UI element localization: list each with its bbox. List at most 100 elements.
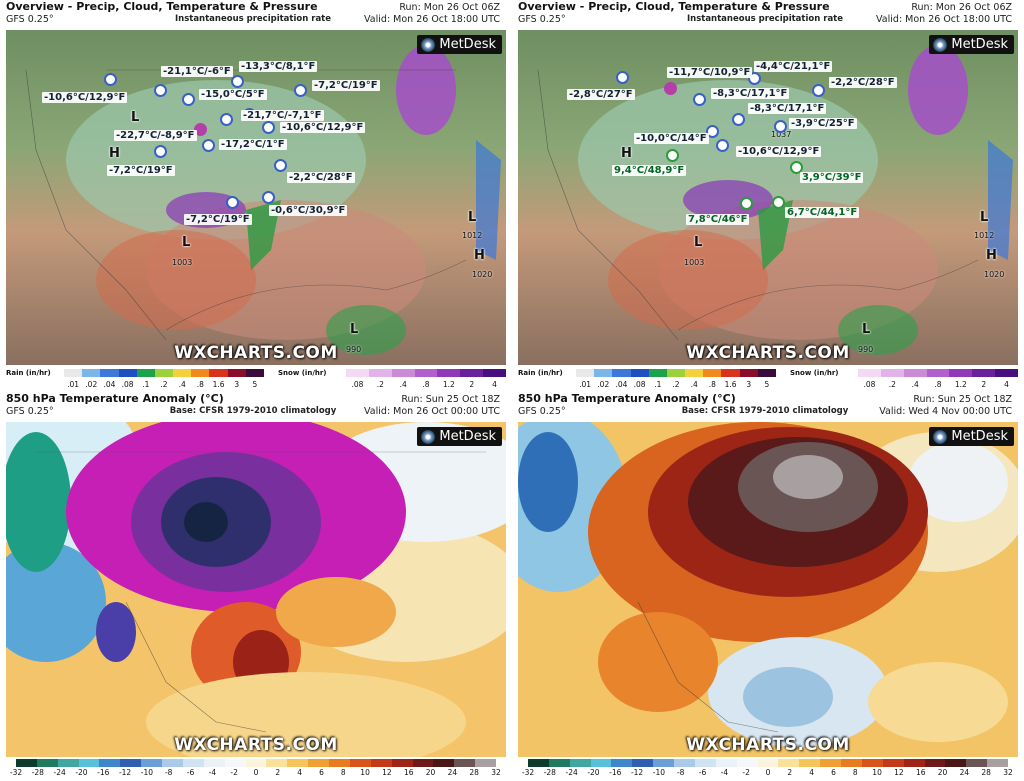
anomaly-tick-label: 32	[491, 768, 501, 777]
temperature-label: -22,7°C/-8,9°F	[114, 130, 197, 141]
rain-color-segment	[576, 369, 595, 377]
station-marker	[812, 84, 825, 97]
snow-tick-label: .4	[399, 380, 407, 389]
rain-color-segment	[594, 369, 613, 377]
anomaly-color-segment	[120, 759, 142, 767]
rain-tick-label: .01	[579, 380, 592, 389]
anomaly-color-segment	[757, 759, 779, 767]
temperature-label: -4,4°C/21,1°F	[754, 61, 833, 72]
snow-color-segment	[926, 369, 950, 377]
anomaly-tick-label: -32	[9, 768, 23, 777]
anomaly-tick-label: -24	[565, 768, 578, 777]
temperature-label: -10,0°C/14°F	[634, 133, 709, 144]
anomaly-color-segment	[78, 759, 100, 767]
run-label: Run: Mon 26 Oct 06Z	[911, 2, 1012, 13]
anomaly-color-segment	[653, 759, 675, 767]
run-label: Run: Sun 25 Oct 18Z	[913, 394, 1012, 405]
panel-precip-left: Overview - Precip, Cloud, Temperature & …	[0, 0, 506, 391]
anomaly-map-background	[518, 422, 1018, 757]
panel-subtitle: Instantaneous precipitation rate	[686, 14, 844, 24]
anomaly-color-segment	[141, 759, 163, 767]
rain-tick-label: .04	[615, 380, 628, 389]
pressure-low-symbol: L	[980, 210, 989, 225]
anomaly-tick-label: -8	[164, 768, 173, 777]
pressure-value: 1037	[771, 130, 792, 139]
anomaly-color-segment	[287, 759, 309, 767]
anomaly-tick-label: 16	[915, 768, 926, 777]
rain-color-segment	[685, 369, 704, 377]
rain-tick-label: .4	[690, 380, 698, 389]
anomaly-tick-label: -20	[587, 768, 600, 777]
anomaly-color-segment	[694, 759, 716, 767]
pressure-value: 1020	[472, 270, 493, 279]
anomaly-colorbar: -32 -28 -24 -20 -16 -12 -10 -8 -6 -4 -2 0 2 4 6 8 10 12 16…	[518, 758, 1018, 778]
valid-label: Valid: Mon 26 Oct 18:00 UTC	[876, 14, 1012, 25]
snow-tick-label: 4	[1004, 380, 1009, 389]
station-marker	[706, 125, 719, 138]
station-marker	[740, 197, 753, 210]
temperature-label: -21,1°C/-6°F	[161, 66, 233, 77]
metdesk-icon	[933, 429, 948, 444]
snow-color-segment	[995, 369, 1018, 377]
anomaly-color-segment	[861, 759, 883, 767]
run-label: Run: Sun 25 Oct 18Z	[401, 394, 500, 405]
precip-map: MetDesk WXCHARTS.COM L H L 1003 L 1012 H…	[6, 30, 506, 365]
anomaly-color-segment	[308, 759, 330, 767]
station-marker	[220, 113, 233, 126]
station-marker	[104, 73, 117, 86]
station-marker	[774, 120, 787, 133]
anomaly-tick-label: -28	[543, 768, 556, 777]
anomaly-tick-label: -12	[118, 768, 132, 777]
temperature-label: -0,6°C/30,9°F	[269, 205, 348, 216]
temperature-label: -3,9°C/25°F	[789, 118, 857, 129]
snow-color-segment	[346, 369, 369, 377]
anomaly-tick-label: 28	[469, 768, 479, 777]
station-marker	[294, 84, 307, 97]
metdesk-logo: MetDesk	[929, 35, 1014, 54]
rain-color-segment	[154, 369, 174, 377]
pressure-low-symbol: L	[694, 235, 703, 250]
anomaly-color-segment	[266, 759, 288, 767]
anomaly-color-segment	[820, 759, 842, 767]
anomaly-color-segment	[36, 759, 58, 767]
rain-color-segment	[648, 369, 667, 377]
station-marker	[693, 93, 706, 106]
rain-color-segment	[666, 369, 686, 377]
rain-color-segment	[173, 369, 192, 377]
snow-color-segment	[858, 369, 881, 377]
panel-title: Overview - Precip, Cloud, Temperature & …	[6, 0, 318, 13]
pressure-value: 990	[346, 345, 362, 354]
anomaly-tick-label: 2	[275, 768, 281, 777]
model-label: GFS 0.25°	[518, 406, 566, 417]
temperature-label: 3,9°C/39°F	[800, 172, 864, 183]
anomaly-color-segment	[778, 759, 800, 767]
temperature-label: -2,8°C/27°F	[567, 89, 635, 100]
anomaly-tick-label: 32	[1003, 768, 1013, 777]
snow-color-segment	[437, 369, 461, 377]
anomaly-map-background	[6, 422, 506, 757]
anomaly-color-segment	[945, 759, 967, 767]
anomaly-tick-label: -4	[720, 768, 729, 777]
snow-bar-label: Snow (in/hr)	[278, 369, 327, 377]
station-marker	[182, 93, 195, 106]
snow-tick-label: .8	[934, 380, 942, 389]
anomaly-color-segment	[245, 759, 267, 767]
metdesk-text: MetDesk	[439, 429, 496, 444]
precip-colorbar: Rain (in/hr) .01 .02 .04 .08 .1 .2 .4 .8 1.6 3 5 Sno…	[518, 367, 1018, 391]
station-marker	[716, 139, 729, 152]
anomaly-tick-label: -20	[75, 768, 88, 777]
snow-color-segment	[414, 369, 438, 377]
anomaly-tick-label: -16	[609, 768, 622, 777]
anomaly-color-segment	[391, 759, 413, 767]
panel-title: Overview - Precip, Cloud, Temperature & …	[518, 0, 830, 13]
snow-color-segment	[368, 369, 392, 377]
panel-subtitle: Base: CFSR 1979-2010 climatology	[681, 406, 849, 416]
model-label: GFS 0.25°	[518, 14, 566, 25]
wxcharts-watermark: WXCHARTS.COM	[174, 735, 338, 755]
temperature-label: -10,6°C/12,9°F	[280, 122, 366, 133]
rain-color-segment	[245, 369, 264, 377]
snow-color-segment	[949, 369, 973, 377]
anomaly-color-segment	[548, 759, 570, 767]
panel-subtitle: Instantaneous precipitation rate	[174, 14, 332, 24]
station-marker	[274, 159, 287, 172]
